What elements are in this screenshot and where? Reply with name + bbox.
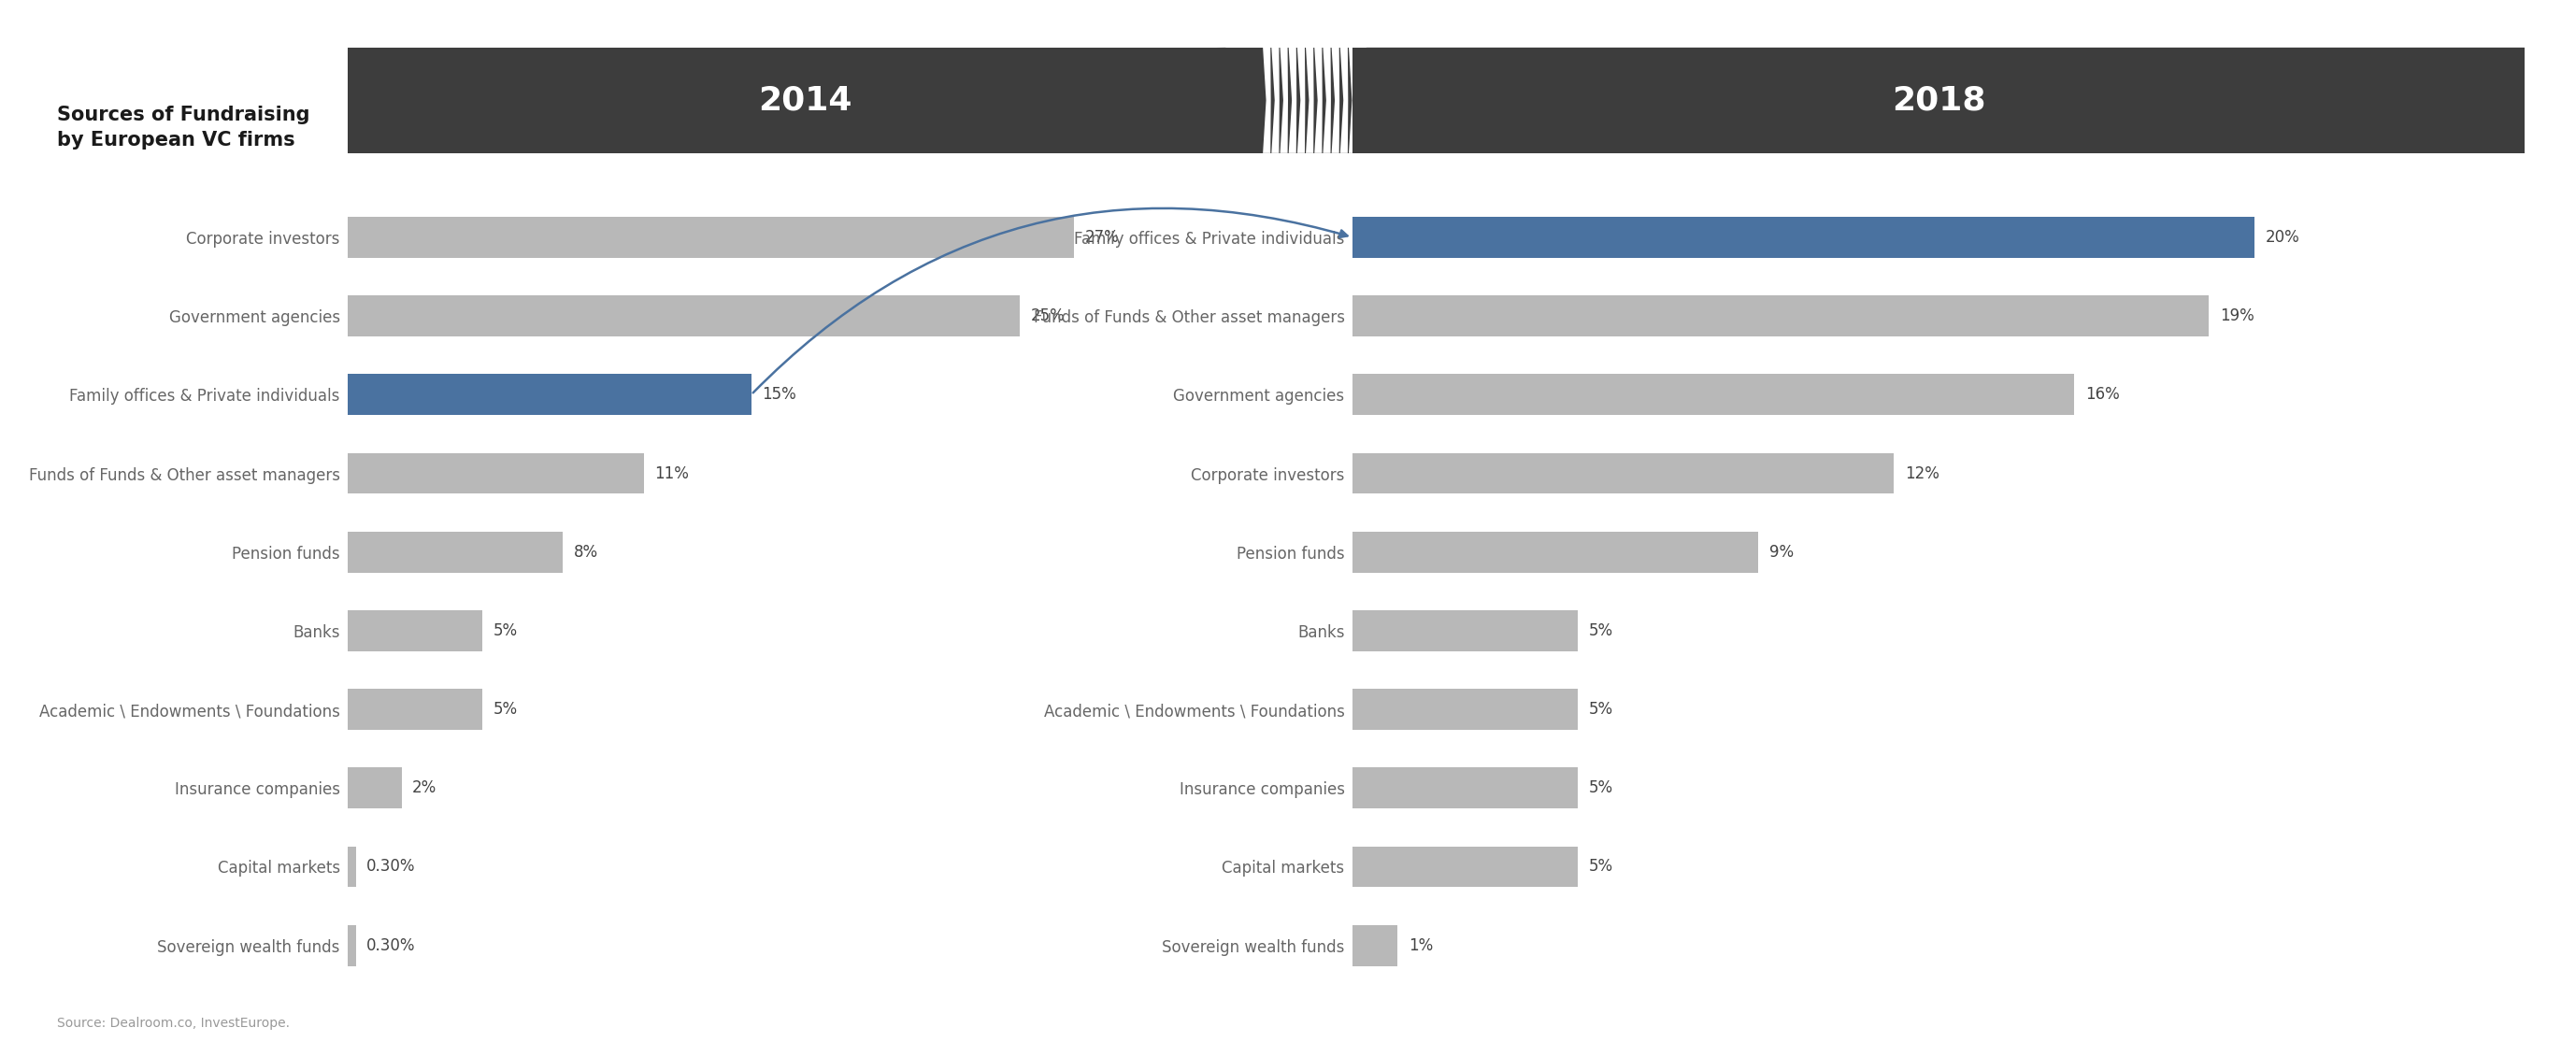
Bar xyxy=(348,610,482,652)
Text: 0.30%: 0.30% xyxy=(366,937,415,954)
Text: 0.30%: 0.30% xyxy=(366,859,415,875)
Polygon shape xyxy=(1358,48,1365,153)
Polygon shape xyxy=(1306,48,1314,153)
Text: 5%: 5% xyxy=(1589,779,1613,796)
Bar xyxy=(348,216,1074,258)
Polygon shape xyxy=(1314,48,1321,153)
Text: Source: Dealroom.co, InvestEurope.: Source: Dealroom.co, InvestEurope. xyxy=(57,1017,289,1030)
Text: 2%: 2% xyxy=(412,779,438,796)
Text: 5%: 5% xyxy=(1589,859,1613,875)
Bar xyxy=(348,925,355,966)
Bar xyxy=(1352,296,2210,337)
Text: 25%: 25% xyxy=(1030,307,1066,324)
Text: 15%: 15% xyxy=(762,386,796,403)
Text: 19%: 19% xyxy=(2221,307,2254,324)
Polygon shape xyxy=(1340,48,1347,153)
Polygon shape xyxy=(1324,48,1332,153)
Text: 8%: 8% xyxy=(574,544,598,561)
Text: 11%: 11% xyxy=(654,465,688,482)
Bar xyxy=(348,846,355,887)
Polygon shape xyxy=(1352,48,2524,153)
Bar xyxy=(1352,689,1577,730)
Polygon shape xyxy=(1262,48,1270,153)
Bar xyxy=(1352,453,1893,494)
Polygon shape xyxy=(1288,48,1296,153)
Bar xyxy=(348,453,644,494)
Text: 12%: 12% xyxy=(1904,465,1940,482)
Text: 5%: 5% xyxy=(1589,622,1613,639)
Bar xyxy=(348,689,482,730)
Text: 27%: 27% xyxy=(1084,229,1118,246)
Text: 20%: 20% xyxy=(2264,229,2300,246)
Bar xyxy=(1352,768,1577,809)
Text: 2014: 2014 xyxy=(757,84,853,116)
Text: Sources of Fundraising
by European VC firms: Sources of Fundraising by European VC fi… xyxy=(57,106,309,150)
Bar xyxy=(1352,374,2074,415)
Text: 5%: 5% xyxy=(492,701,518,718)
Polygon shape xyxy=(1332,48,1340,153)
Polygon shape xyxy=(1350,48,1358,153)
Polygon shape xyxy=(348,48,1262,153)
Text: 1%: 1% xyxy=(1409,937,1432,954)
Bar xyxy=(1352,846,1577,887)
Polygon shape xyxy=(1280,48,1288,153)
Text: 9%: 9% xyxy=(1770,544,1793,561)
Text: 5%: 5% xyxy=(492,622,518,639)
Polygon shape xyxy=(1298,48,1306,153)
Polygon shape xyxy=(1273,48,1280,153)
Text: 2018: 2018 xyxy=(1891,84,1986,116)
Bar xyxy=(348,296,1020,337)
Bar xyxy=(348,374,752,415)
Bar xyxy=(348,531,564,572)
Text: 16%: 16% xyxy=(2084,386,2120,403)
Text: 5%: 5% xyxy=(1589,701,1613,718)
Bar xyxy=(1352,610,1577,652)
Bar xyxy=(1352,531,1759,572)
Bar xyxy=(348,768,402,809)
Bar xyxy=(1352,216,2254,258)
Bar xyxy=(1352,925,1396,966)
